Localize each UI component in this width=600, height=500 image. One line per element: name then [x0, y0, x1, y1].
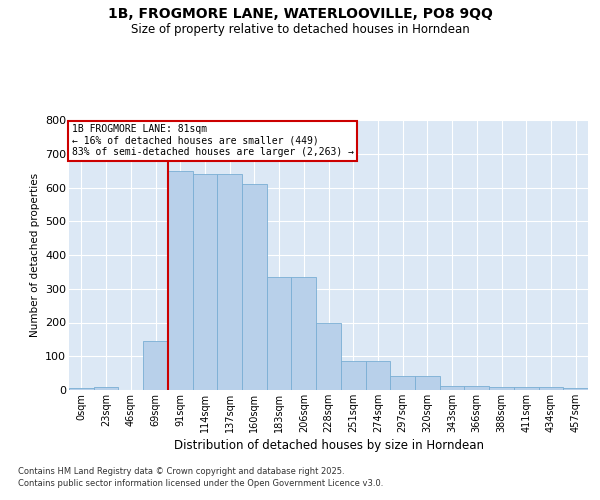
- Text: Contains HM Land Registry data © Crown copyright and database right 2025.: Contains HM Land Registry data © Crown c…: [18, 468, 344, 476]
- Bar: [193, 174, 217, 390]
- Bar: [217, 174, 242, 390]
- Bar: [464, 386, 489, 390]
- Text: Contains public sector information licensed under the Open Government Licence v3: Contains public sector information licen…: [18, 479, 383, 488]
- Bar: [489, 386, 514, 390]
- Bar: [514, 386, 539, 390]
- Bar: [341, 362, 365, 390]
- Bar: [440, 386, 464, 390]
- X-axis label: Distribution of detached houses by size in Horndean: Distribution of detached houses by size …: [173, 439, 484, 452]
- Bar: [539, 386, 563, 390]
- Bar: [292, 277, 316, 390]
- Text: 1B FROGMORE LANE: 81sqm
← 16% of detached houses are smaller (449)
83% of semi-d: 1B FROGMORE LANE: 81sqm ← 16% of detache…: [71, 124, 353, 157]
- Bar: [390, 376, 415, 390]
- Bar: [242, 184, 267, 390]
- Text: Size of property relative to detached houses in Horndean: Size of property relative to detached ho…: [131, 22, 469, 36]
- Y-axis label: Number of detached properties: Number of detached properties: [29, 173, 40, 337]
- Bar: [143, 341, 168, 390]
- Bar: [94, 386, 118, 390]
- Bar: [267, 277, 292, 390]
- Bar: [365, 362, 390, 390]
- Bar: [316, 322, 341, 390]
- Text: 1B, FROGMORE LANE, WATERLOOVILLE, PO8 9QQ: 1B, FROGMORE LANE, WATERLOOVILLE, PO8 9Q…: [107, 8, 493, 22]
- Bar: [69, 388, 94, 390]
- Bar: [563, 388, 588, 390]
- Bar: [415, 376, 440, 390]
- Bar: [168, 170, 193, 390]
